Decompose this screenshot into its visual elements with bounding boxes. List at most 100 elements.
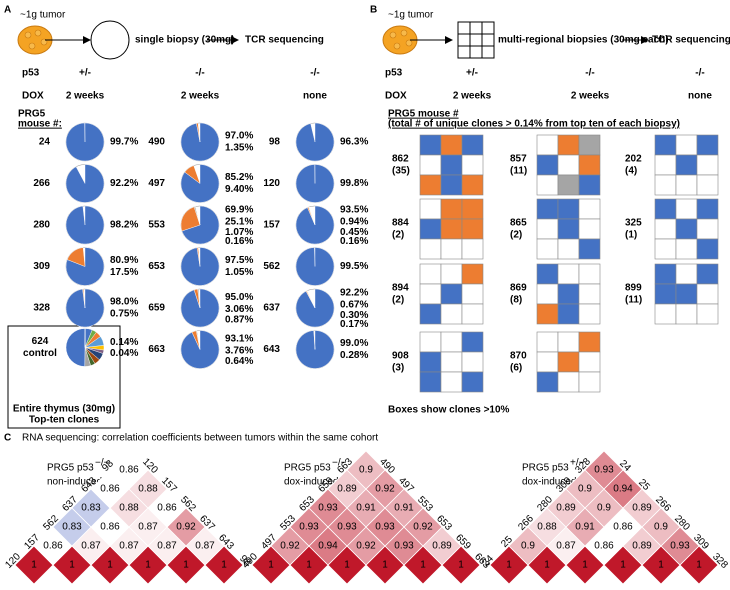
- correlation-value: 0.9: [597, 503, 611, 514]
- mouse-id: 865: [510, 218, 527, 229]
- pie-slice: [65, 247, 105, 286]
- control-caption: Top-ten clones: [29, 415, 100, 426]
- tumor-label: ~1g tumor: [20, 10, 66, 21]
- mouse-id: 553: [148, 220, 165, 231]
- correlation-value: 0.92: [356, 541, 376, 552]
- percent-label: 93.1%: [225, 334, 253, 345]
- biopsy-cell: [654, 238, 677, 260]
- pie-slice: [295, 205, 335, 245]
- mouse-header: PRG5: [18, 109, 46, 120]
- tumor-label: ~1g tumor: [388, 10, 434, 21]
- percent-label: 97.5%: [225, 255, 253, 266]
- matrix-genotype: +/−: [570, 458, 585, 469]
- biopsy-cell: [578, 351, 601, 373]
- correlation-value: 0.93: [299, 522, 319, 533]
- mouse-id: 894: [392, 283, 409, 294]
- biopsy-cell: [461, 303, 484, 325]
- correlation-value: 0.92: [280, 541, 300, 552]
- matrix-title: PRG5 p53: [522, 463, 569, 474]
- control-note: Entire thymus (30mg): [13, 404, 115, 415]
- biopsy-cell: [419, 238, 442, 260]
- panel-title: RNA sequencing: correlation coefficients…: [22, 433, 378, 444]
- percent-label: 98.0%: [110, 297, 138, 308]
- biopsy-cell: [461, 331, 484, 353]
- correlation-value: 0.89: [632, 503, 652, 514]
- percent-label: 1.05%: [225, 267, 253, 278]
- biopsy-cell: [578, 283, 601, 305]
- correlation-value: 0.87: [195, 541, 215, 552]
- biopsy-cell: [536, 238, 559, 260]
- biopsy-cell: [654, 303, 677, 325]
- correlation-value: 0.89: [556, 503, 576, 514]
- correlation-value: 0.92: [375, 484, 395, 495]
- row-label: DOX: [22, 91, 44, 102]
- correlation-value: 0.93: [375, 522, 395, 533]
- correlation-value: 1: [544, 560, 550, 571]
- biopsy-cell: [578, 238, 601, 260]
- biopsy-cell: [440, 283, 463, 305]
- correlation-value: 0.89: [337, 484, 357, 495]
- mouse-id: 862: [392, 154, 409, 165]
- biopsy-cell: [461, 134, 484, 156]
- biopsy-cell: [578, 154, 601, 176]
- biopsy-cell: [654, 154, 677, 176]
- biopsy-cell: [557, 303, 580, 325]
- correlation-value: 1: [183, 560, 189, 571]
- clone-count: (8): [510, 295, 522, 306]
- footnote: Boxes show clones >10%: [388, 405, 510, 416]
- percent-label: 3.76%: [225, 346, 253, 357]
- biopsy-cell: [557, 198, 580, 220]
- percent-label: 92.2%: [340, 288, 368, 299]
- correlation-value: 0.93: [594, 465, 614, 476]
- dox-status: none: [303, 91, 327, 102]
- biopsy-cell: [461, 154, 484, 176]
- biopsy-cell: [440, 371, 463, 393]
- correlation-value: 0.86: [100, 522, 120, 533]
- percent-label: 9.40%: [225, 184, 253, 195]
- correlation-value: 0.87: [119, 541, 139, 552]
- biopsy-cell: [654, 263, 677, 285]
- biopsy-cell: [675, 303, 698, 325]
- mouse-id: 280: [33, 220, 50, 231]
- percent-label: 0.04%: [110, 348, 138, 359]
- correlation-value: 1: [658, 560, 664, 571]
- correlation-value: 0.86: [613, 522, 633, 533]
- mouse-id: 869: [510, 283, 527, 294]
- correlation-value: 1: [458, 560, 464, 571]
- biopsy-cell: [461, 263, 484, 285]
- dox-status: 2 weeks: [66, 91, 105, 102]
- correlation-value: 0.89: [632, 541, 652, 552]
- method: multi-regional biopsies (30mg each): [498, 35, 669, 46]
- pie-slice: [306, 290, 316, 309]
- correlation-value: 1: [268, 560, 274, 571]
- pie-slice: [295, 122, 335, 162]
- pie-slice: [82, 288, 86, 309]
- biopsy-cell: [461, 371, 484, 393]
- mouse-id: 653: [148, 261, 165, 272]
- biopsy-cell: [536, 218, 559, 240]
- biopsy-cell: [461, 198, 484, 220]
- row-label: p53: [385, 68, 403, 79]
- clone-count: (11): [625, 295, 642, 306]
- biopsy-cell: [440, 238, 463, 260]
- correlation-value: 0.87: [81, 541, 101, 552]
- dox-status: 2 weeks: [453, 91, 492, 102]
- correlation-cell: [346, 450, 386, 490]
- biopsy-cell: [536, 303, 559, 325]
- percent-label: 99.7%: [110, 137, 138, 148]
- pie-slice: [67, 247, 86, 267]
- biopsy-cell: [675, 174, 698, 196]
- biopsy-cell: [419, 331, 442, 353]
- biopsy-cell: [654, 198, 677, 220]
- biopsy-cell: [675, 263, 698, 285]
- biopsy-cell: [675, 154, 698, 176]
- panel-label: A: [4, 5, 11, 16]
- output: TCR sequencing: [245, 35, 324, 46]
- percent-label: 98.2%: [110, 220, 138, 231]
- mouse-id: 98: [269, 137, 281, 148]
- biopsy-cell: [440, 198, 463, 220]
- correlation-value: 0.86: [43, 541, 63, 552]
- method: single biopsy (30mg): [135, 35, 234, 46]
- correlation-value: 1: [620, 560, 626, 571]
- percent-label: 80.9%: [110, 255, 138, 266]
